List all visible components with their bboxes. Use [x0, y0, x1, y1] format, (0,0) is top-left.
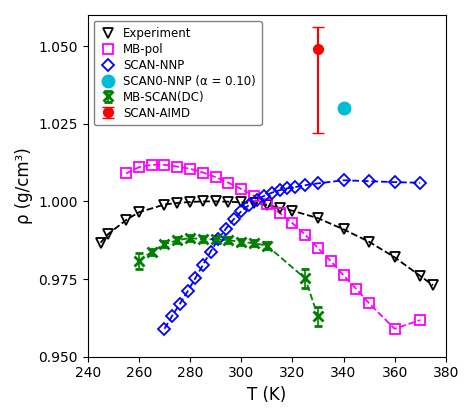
SCAN-NNP — [284, 186, 290, 191]
Experiment — [174, 200, 180, 205]
Experiment — [418, 274, 423, 279]
MB-pol — [162, 162, 167, 167]
MB-pol — [251, 193, 257, 198]
Experiment — [277, 205, 283, 210]
Experiment — [213, 199, 219, 204]
Experiment — [200, 199, 206, 204]
SCAN-NNP — [418, 180, 423, 185]
MB-pol — [354, 287, 359, 292]
Experiment — [98, 240, 103, 245]
Experiment — [392, 255, 398, 260]
SCAN-NNP — [200, 263, 206, 268]
Line: Experiment: Experiment — [96, 197, 438, 290]
Line: MB-pol: MB-pol — [121, 160, 425, 334]
MB-pol — [238, 186, 244, 191]
MB-pol — [277, 210, 283, 215]
MB-pol — [366, 301, 372, 306]
SCAN-NNP — [169, 313, 175, 318]
MB-pol — [174, 164, 180, 169]
SCAN-NNP — [208, 249, 213, 254]
SCAN-NNP — [292, 185, 298, 190]
SCAN-NNP — [366, 178, 372, 184]
MB-pol — [290, 221, 295, 226]
Experiment — [366, 239, 372, 244]
Experiment — [123, 217, 129, 222]
MB-pol — [392, 326, 398, 331]
Legend: Experiment, MB-pol, SCAN-NNP, SCAN0-NNP (α = 0.10), MB-SCAN(DC), SCAN-AIMD: Experiment, MB-pol, SCAN-NNP, SCAN0-NNP … — [94, 21, 262, 125]
MB-pol — [315, 246, 321, 251]
MB-pol — [187, 166, 193, 171]
SCAN-NNP — [223, 226, 229, 231]
Line: SCAN-NNP: SCAN-NNP — [160, 176, 424, 333]
SCAN-NNP — [269, 190, 275, 195]
MB-pol — [136, 165, 142, 170]
SCAN-NNP — [231, 217, 237, 222]
SCAN-NNP — [315, 181, 321, 186]
SCAN-NNP — [246, 203, 252, 208]
Experiment — [162, 202, 167, 207]
MB-pol — [213, 175, 219, 180]
SCAN-NNP — [261, 193, 267, 198]
MB-pol — [149, 162, 155, 167]
MB-pol — [264, 202, 270, 207]
Y-axis label: ρ (g/cm³): ρ (g/cm³) — [15, 147, 33, 224]
MB-pol — [341, 273, 346, 278]
MB-pol — [302, 232, 308, 237]
SCAN-NNP — [185, 289, 191, 294]
SCAN-NNP — [254, 197, 259, 202]
Experiment — [187, 199, 193, 204]
X-axis label: T (K): T (K) — [247, 386, 286, 404]
Experiment — [251, 201, 257, 206]
SCAN-NNP — [177, 301, 182, 306]
Experiment — [341, 227, 346, 232]
SCAN-NNP — [192, 276, 198, 281]
MB-pol — [418, 318, 423, 323]
Experiment — [238, 200, 244, 205]
Experiment — [105, 232, 111, 237]
MB-pol — [328, 259, 334, 264]
SCAN-NNP — [277, 188, 283, 193]
Experiment — [136, 210, 142, 215]
Experiment — [430, 283, 436, 288]
SCAN-NNP — [302, 183, 308, 188]
Experiment — [264, 203, 270, 208]
SCAN-NNP — [238, 209, 244, 214]
SCAN-NNP — [392, 180, 398, 185]
MB-pol — [226, 180, 231, 185]
SCAN-NNP — [215, 237, 221, 242]
MB-pol — [200, 170, 206, 175]
MB-pol — [123, 171, 129, 176]
Experiment — [315, 216, 321, 221]
Experiment — [226, 199, 231, 204]
SCAN-NNP — [341, 178, 346, 183]
SCAN-NNP — [162, 326, 167, 331]
Experiment — [290, 208, 295, 213]
